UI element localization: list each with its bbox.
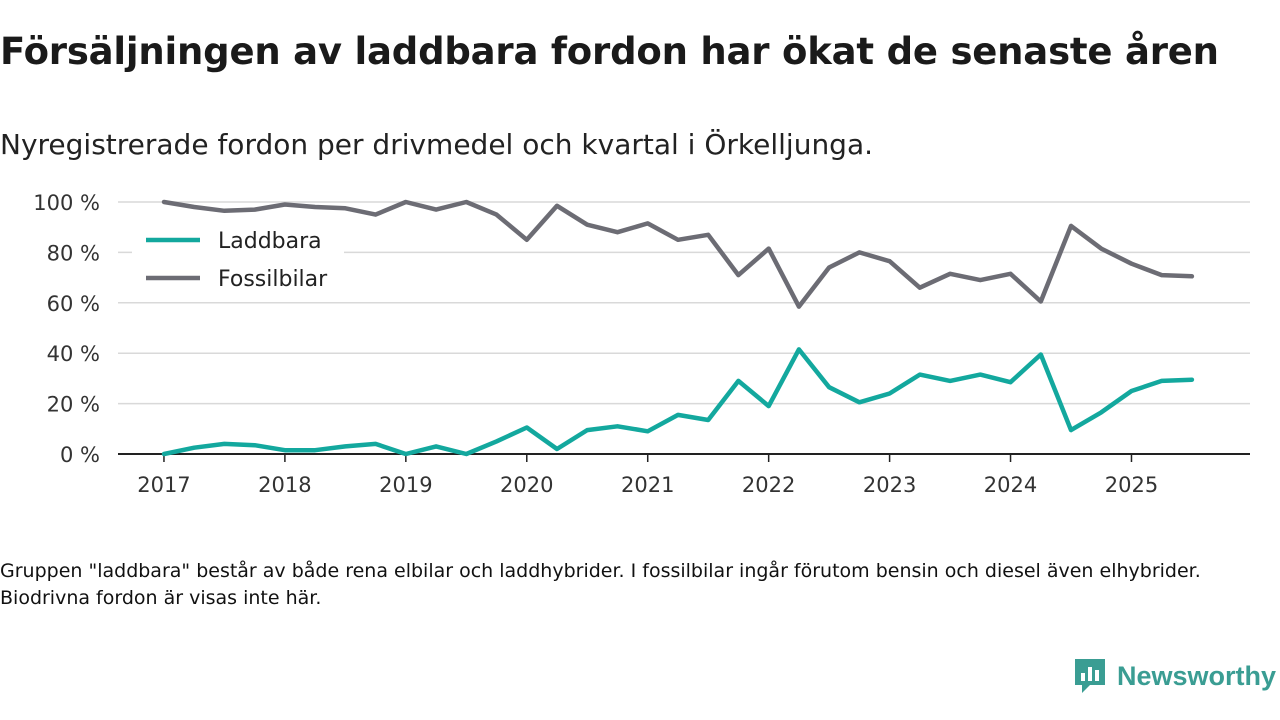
x-tick-label: 2019 (379, 473, 432, 497)
x-tick-label: 2021 (621, 473, 674, 497)
x-tick-label: 2024 (984, 473, 1037, 497)
x-tick-label: 2022 (742, 473, 795, 497)
y-axis-ticks: 0 % 20 % 40 % 60 % 80 % 100 % (33, 191, 100, 467)
line-chart: 0 % 20 % 40 % 60 % 80 % 100 % 2017 2018 2019 202… (33, 191, 1250, 497)
legend: Laddbara Fossilbilar (132, 216, 344, 302)
y-tick-label: 0 % (60, 443, 100, 467)
x-tick-label: 2025 (1105, 473, 1158, 497)
series-line-fossilbilar (161, 199, 1195, 309)
series-lines (161, 199, 1195, 457)
x-tick-label: 2018 (258, 473, 311, 497)
x-axis-ticks: 2017 2018 2019 2020 2021 2022 2023 2024 2025 (137, 454, 1158, 497)
y-tick-label: 60 % (47, 292, 100, 316)
newsworthy-logo-icon (1075, 659, 1105, 693)
y-tick-label: 20 % (47, 393, 100, 417)
legend-label-fossilbilar: Fossilbilar (218, 267, 328, 292)
chart-subtitle: Nyregistrerade fordon per drivmedel och … (0, 128, 874, 161)
footnote: Gruppen "laddbara" består av både rena e… (0, 560, 1201, 609)
y-tick-label: 80 % (47, 241, 100, 265)
x-tick-label: 2017 (137, 473, 190, 497)
x-tick-label: 2023 (863, 473, 916, 497)
x-tick-label: 2020 (500, 473, 553, 497)
chart-title: Försäljningen av laddbara fordon har öka… (0, 30, 1219, 73)
brand-logo[interactable]: Newsworthy (1073, 657, 1276, 695)
y-tick-label: 40 % (47, 342, 100, 366)
brand-name: Newsworthy (1117, 660, 1277, 691)
y-tick-label: 100 % (33, 191, 100, 215)
legend-label-laddbara: Laddbara (218, 229, 322, 254)
series-line-laddbara (161, 347, 1195, 457)
legend-background (132, 216, 344, 302)
